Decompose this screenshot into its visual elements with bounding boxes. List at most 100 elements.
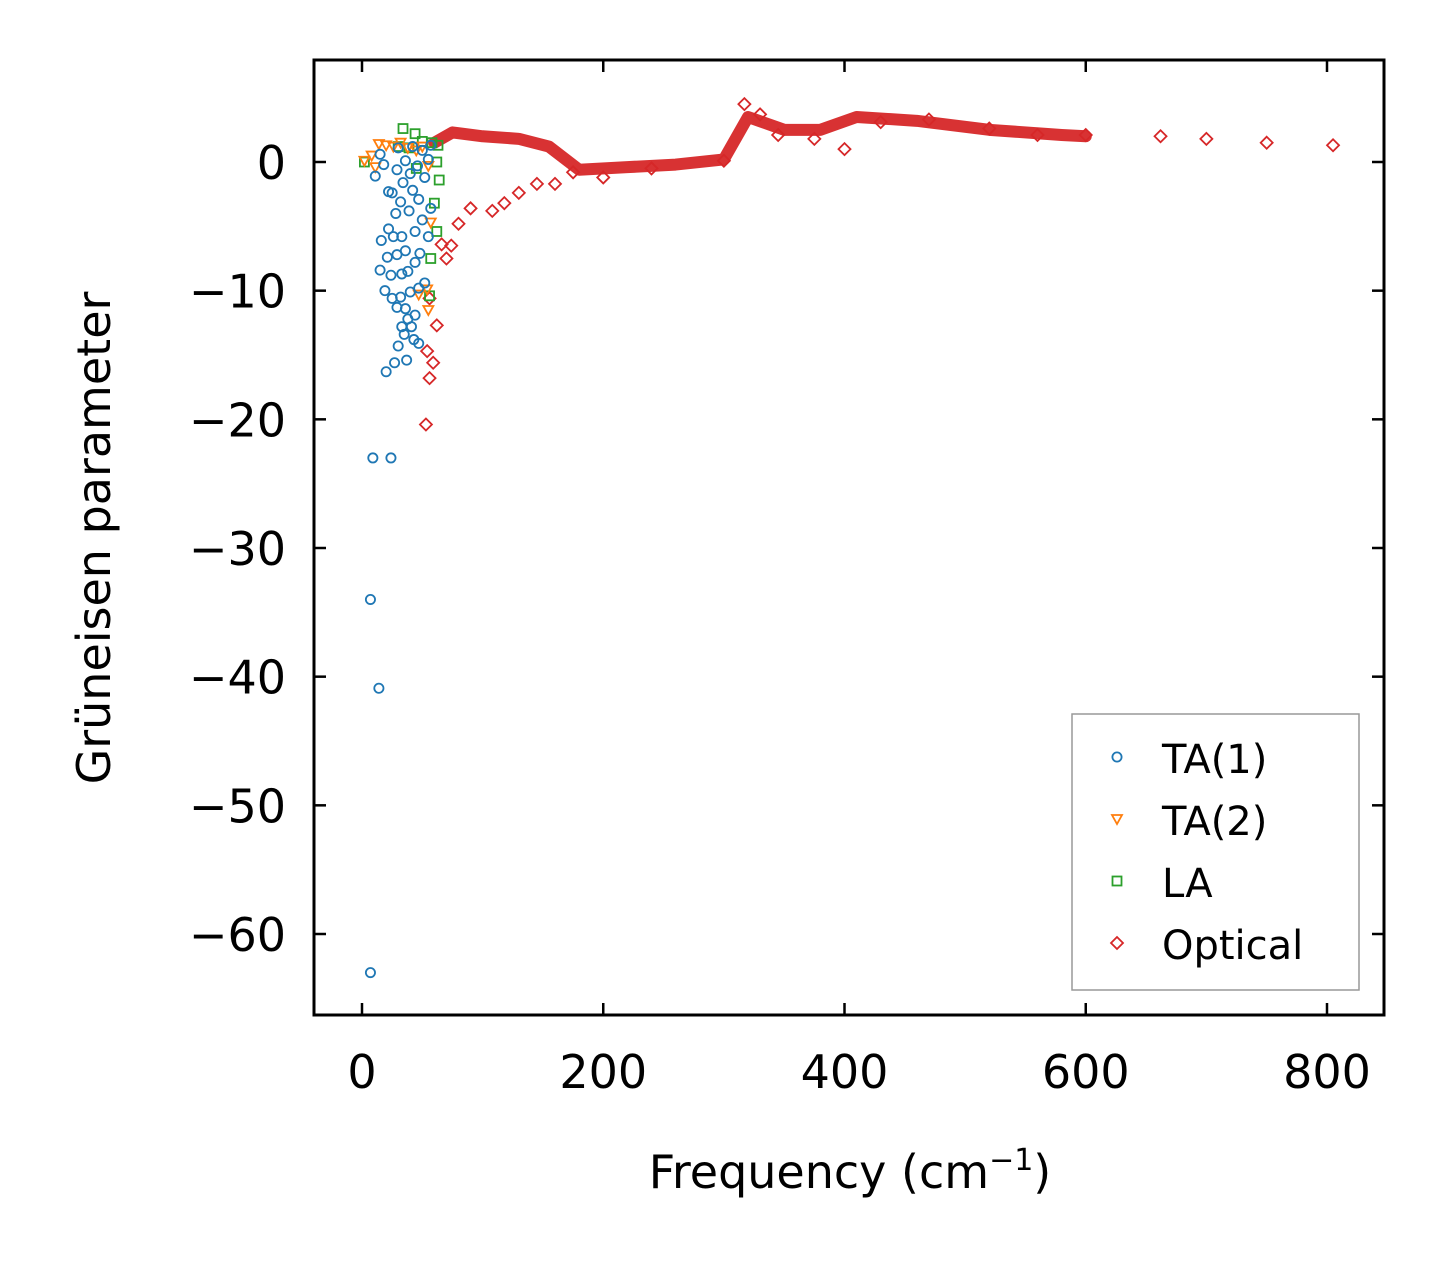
point-optical [981,121,997,136]
point-optical [434,237,449,252]
point-ta2 [379,140,393,153]
y-tick-label: −30 [189,522,286,576]
point-la [433,174,445,186]
point-optical [463,201,478,216]
point-ta1 [392,142,404,154]
x-tick-label: 800 [1283,1045,1371,1099]
point-ta1 [399,155,411,167]
point-ta1 [399,245,411,257]
point-ta2 [424,217,438,230]
y-tick-label: −60 [189,908,286,962]
point-optical [429,318,445,333]
point-ta1 [405,321,417,333]
point-ta1 [411,160,423,172]
point-ta2 [372,139,386,151]
point-ta1 [391,164,403,176]
point-ta2 [365,150,379,163]
point-ta1 [425,202,437,214]
point-ta1 [402,265,414,277]
point-ta1 [396,231,408,243]
point-ta2 [386,141,400,154]
x-axis-label-text: Frequency (cm [649,1145,989,1199]
point-ta1 [379,285,391,297]
point-ta1 [407,184,419,196]
point-ta2 [357,155,371,168]
point-ta1 [409,225,421,237]
point-ta1 [383,186,395,198]
legend-markers [1109,751,1125,951]
point-optical [595,170,611,185]
point-ta1 [416,214,428,226]
point-optical [419,343,435,359]
point-optical [1199,131,1214,147]
point-ta1 [389,357,401,369]
point-optical [1078,127,1094,143]
point-ta2 [421,305,435,317]
point-la [425,253,437,264]
series-la [359,123,445,302]
legend-label-ta2: TA(2) [1161,799,1267,845]
y-axis-label: Grüneisen parameter [67,291,121,784]
point-optical [807,131,822,147]
legend-marker-ta2 [1110,814,1124,826]
point-optical [511,185,527,201]
y-tick-label: −50 [189,779,286,833]
series-optical [418,96,1341,432]
point-optical [837,141,852,157]
point-optical [547,176,563,192]
point-ta1 [419,171,431,183]
point-ta1 [385,269,397,281]
point-ta1 [409,256,421,268]
point-optical [716,153,732,168]
y-tick-label: −20 [189,393,286,447]
point-optical [737,96,752,112]
point-ta1 [380,366,392,378]
point-optical [422,370,437,386]
plot-frame [312,58,1386,1017]
x-axis-label-superscript: −1 [989,1143,1033,1178]
point-ta2 [421,160,435,173]
point-ta1 [381,251,393,263]
point-ta1 [416,144,428,156]
point-optical [752,107,768,122]
x-tick-label: 200 [559,1045,647,1099]
point-optical [1030,127,1045,143]
point-optical [873,114,888,130]
data-points-layer [357,96,1341,979]
point-ta1 [403,205,415,217]
point-ta2 [368,162,382,174]
point-ta1 [396,268,408,280]
point-ta1 [422,153,434,165]
point-ta1 [392,340,404,352]
point-ta1 [395,196,407,208]
point-ta1 [399,303,411,315]
point-ta1 [369,170,381,182]
point-optical [1259,135,1274,150]
point-ta1 [397,177,409,189]
point-optical [1325,138,1341,153]
x-tick-label: 400 [801,1045,889,1099]
point-ta1 [414,247,426,259]
point-optical [439,251,454,266]
point-optical [644,161,659,176]
point-optical [529,176,545,192]
point-ta1 [364,967,376,979]
axis-ticks-layer: 0 200 400 600 800 0 −10 −20 −30 −40 −50 −60 [189,60,1384,1099]
point-optical [1153,128,1168,144]
point-ta1 [419,277,431,289]
point-ta1 [386,292,398,304]
x-tick-label: 0 [347,1045,376,1099]
point-optical [485,203,500,219]
point-ta1 [367,452,379,464]
point-ta1 [374,264,386,276]
series-optical-dense-band [428,110,1092,176]
point-ta1 [390,207,402,219]
point-la [409,128,421,140]
point-ta1 [413,193,425,205]
legend-marker-optical [1109,935,1125,951]
point-ta1 [383,223,395,235]
point-la [431,226,443,237]
point-ta1 [401,354,413,366]
